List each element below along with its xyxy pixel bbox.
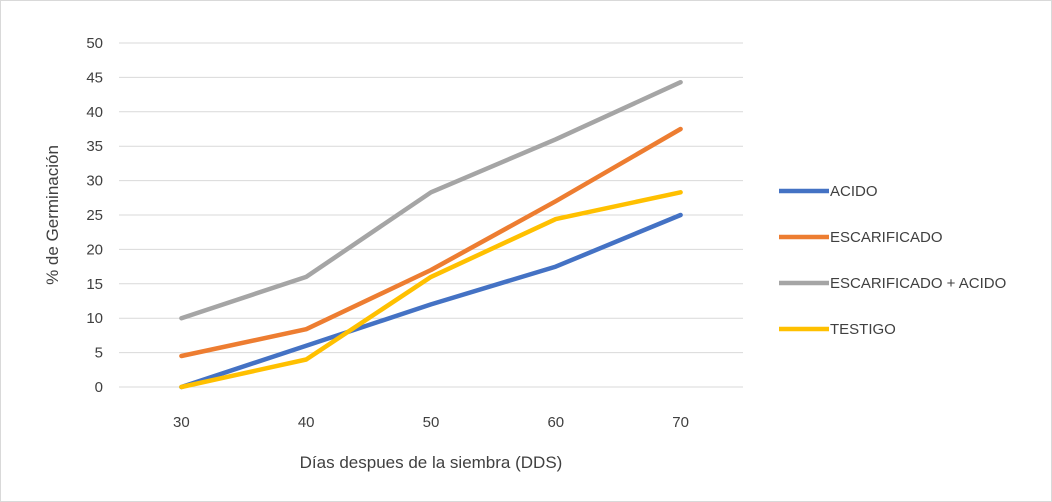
series-line-testigo	[179, 190, 683, 390]
y-tick-label: 20	[86, 241, 103, 258]
y-axis-ticks: 0 5 10 15 20 25 30 35 40 45 50	[86, 35, 103, 396]
gridlines	[119, 42, 743, 388]
x-tick-label: 30	[173, 414, 190, 431]
x-tick-label: 70	[672, 414, 689, 431]
y-tick-label: 35	[86, 138, 103, 155]
legend-item: TESTIGO	[779, 321, 896, 338]
x-tick-label: 60	[547, 414, 564, 431]
legend-item: ACIDO	[779, 183, 878, 200]
x-tick-label: 40	[298, 414, 315, 431]
y-tick-label: 25	[86, 207, 103, 224]
legend-item: ESCARIFICADO	[779, 229, 943, 246]
x-axis-ticks: 30 40 50 60 70	[173, 414, 689, 431]
y-tick-label: 30	[86, 173, 103, 190]
x-axis-title: Días despues de la siembra (DDS)	[300, 453, 563, 472]
series-line-acido	[179, 212, 683, 390]
legend-label: ESCARIFICADO + ACIDO	[830, 275, 1006, 292]
y-tick-label: 50	[86, 35, 103, 52]
y-tick-label: 45	[86, 69, 103, 86]
legend-item: ESCARIFICADO + ACIDO	[779, 275, 1006, 292]
legend: ACIDO ESCARIFICADO ESCARIFICADO + ACIDO TES…	[779, 183, 1006, 338]
series-lines	[179, 79, 683, 390]
series-line-escarificado-acido	[179, 79, 683, 321]
y-tick-label: 10	[86, 310, 103, 327]
y-axis-title: % de Germinación	[43, 145, 62, 285]
y-tick-label: 40	[86, 104, 103, 121]
series-line-escarificado	[179, 126, 683, 359]
y-tick-label: 0	[95, 379, 103, 396]
legend-label: ACIDO	[830, 183, 878, 200]
x-tick-label: 50	[423, 414, 440, 431]
legend-label: ESCARIFICADO	[830, 229, 943, 246]
y-tick-label: 5	[95, 345, 103, 362]
legend-label: TESTIGO	[830, 321, 896, 338]
y-tick-label: 15	[86, 276, 103, 293]
